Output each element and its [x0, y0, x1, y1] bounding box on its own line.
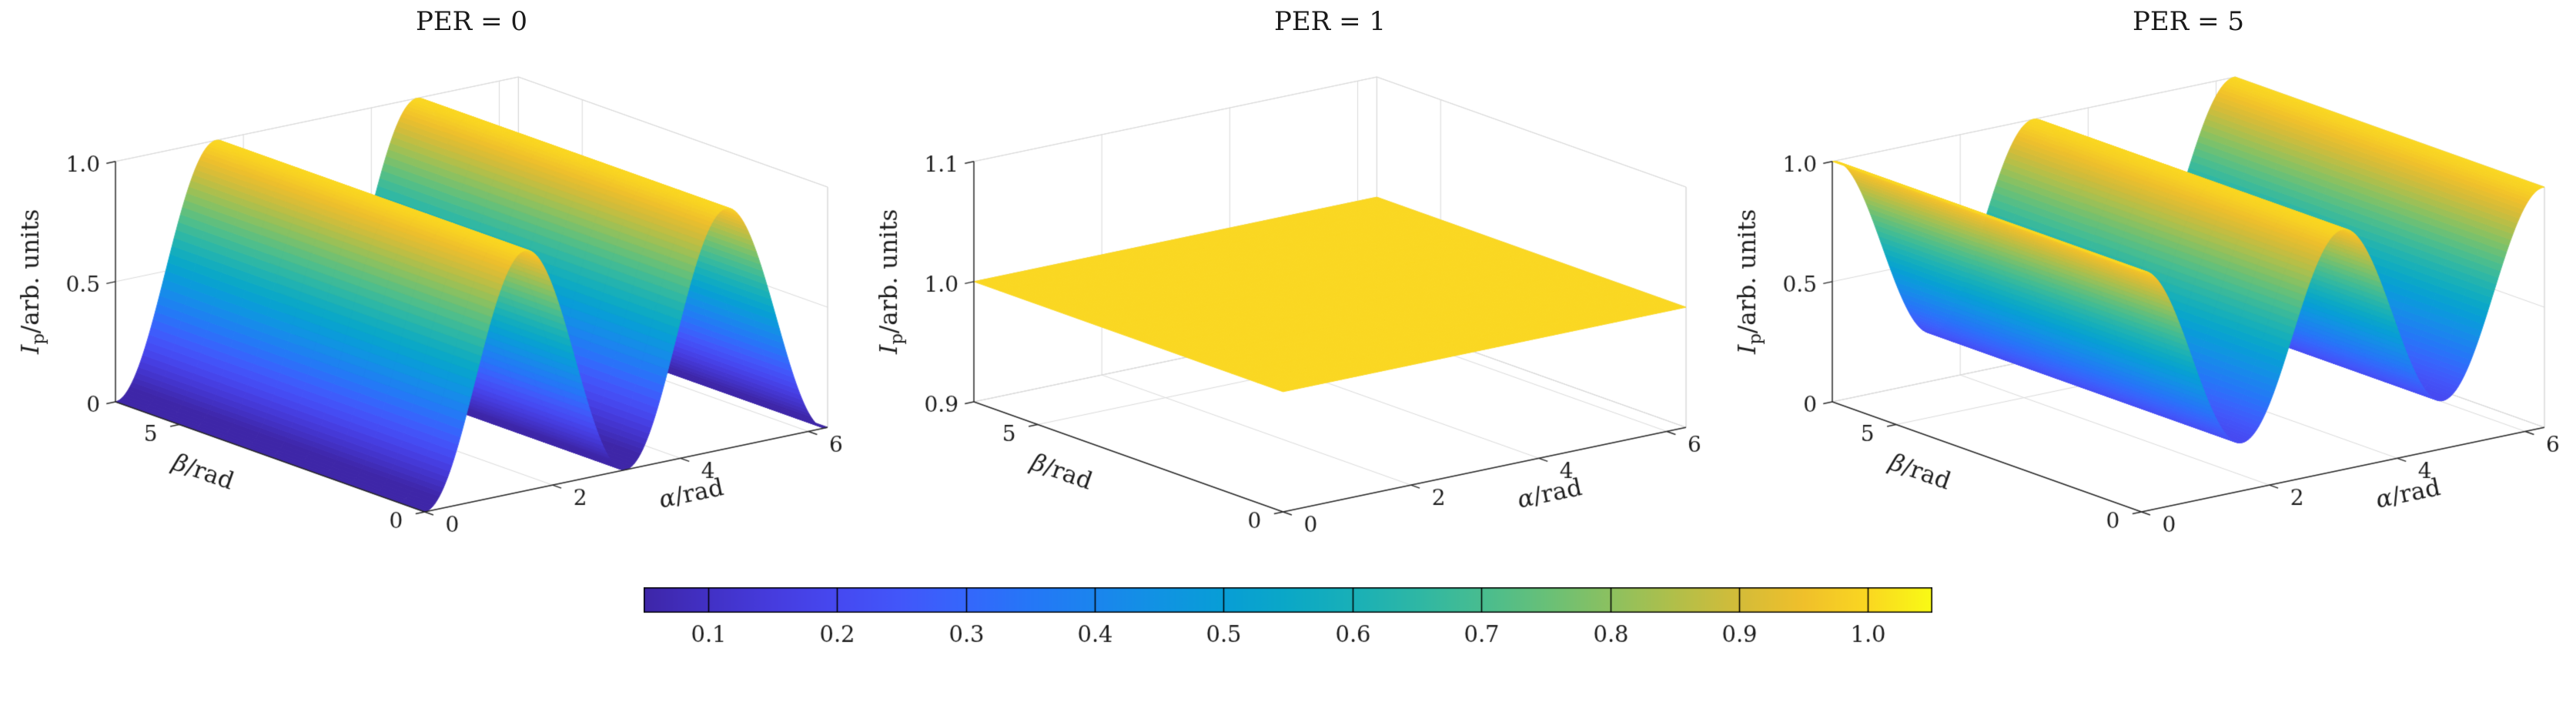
surface-plot-per-1	[858, 0, 1717, 573]
subplot-per-1: PER = 1	[858, 0, 1717, 573]
surface-plot-per-5	[1717, 0, 2575, 573]
colorbar	[644, 587, 1932, 680]
subplot-per-0: PER = 0	[0, 0, 858, 573]
colorbar-canvas	[644, 587, 1932, 680]
subplot-per-5: PER = 5	[1717, 0, 2575, 573]
surface-plot-per-0	[0, 0, 858, 573]
surface-plots-row: PER = 0 PER = 1 PER = 5	[0, 0, 2575, 573]
